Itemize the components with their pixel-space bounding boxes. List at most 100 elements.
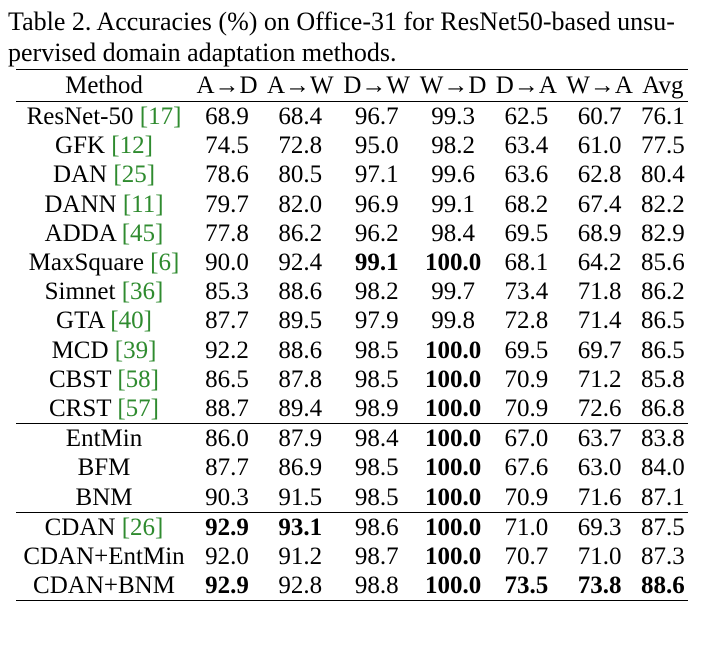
table-row: MCD [39] 92.2 88.6 98.5 100.0 69.5 69.7 86.5 [16, 336, 688, 365]
method-cell: CDAN+BNM [16, 571, 192, 602]
method-cell: CDAN [26] [16, 511, 192, 542]
value-cell: 98.5 [354, 336, 399, 364]
table-row: BNM 90.3 91.5 98.5 100.0 70.9 71.6 87.1 [16, 482, 688, 512]
method-cell: MaxSquare [6] [16, 248, 192, 277]
citation-link[interactable]: [40] [110, 307, 152, 335]
value-cell: 98.6 [338, 511, 415, 542]
value-cell: 98.5 [354, 454, 399, 482]
value-cell: 90.3 [205, 483, 249, 511]
table-row: EntMin 86.0 87.9 98.4 100.0 67.0 63.7 83.8 [16, 423, 688, 454]
value-cell: 100.0 [424, 394, 482, 422]
value-cell: 67.4 [577, 190, 622, 218]
value-cell: 73.8 [561, 571, 638, 602]
citation-link[interactable]: [11] [122, 190, 164, 218]
value-cell: 80.4 [641, 161, 685, 189]
value-cell: 92.8 [262, 571, 339, 602]
table-row: BFM 87.7 86.9 98.5 100.0 67.6 63.0 84.0 [16, 453, 688, 482]
value-cell: 86.8 [641, 394, 685, 422]
value-cell: 86.5 [641, 307, 685, 335]
citation-link[interactable]: [45] [121, 219, 164, 247]
value-cell: 99.1 [431, 190, 475, 218]
value-cell: 90.0 [205, 249, 249, 277]
value-cell: 82.0 [278, 190, 323, 218]
value-cell: 95.0 [354, 132, 399, 160]
value-cell: 98.2 [354, 278, 399, 306]
value-cell: 70.9 [504, 365, 549, 393]
value-cell: 70.9 [504, 483, 549, 511]
value-cell: 85.8 [641, 365, 685, 393]
value-cell: 96.7 [354, 103, 399, 131]
value-cell: 100.0 [424, 365, 482, 393]
value-cell: 98.7 [354, 542, 399, 570]
citation-link[interactable]: [36] [121, 278, 164, 306]
table-row: CRST [57] 88.7 89.4 98.9 100.0 70.9 72.6 86.8 [16, 394, 688, 424]
method-name: MCD [51, 336, 109, 364]
value-cell: 99.8 [431, 307, 475, 335]
header-col: W→D [414, 69, 492, 102]
value-cell: 87.7 [205, 454, 249, 482]
method-name: BFM [77, 454, 131, 482]
value-cell: 97.9 [354, 307, 399, 335]
method-name: DANN [44, 190, 117, 218]
value-cell: 92.0 [205, 542, 249, 570]
caption-line-1: Table 2. Accuracies (%) on Office-31 for… [8, 7, 675, 36]
table-row: GFK [12] 74.5 72.8 95.0 98.2 63.4 61.0 77.5 [16, 131, 688, 160]
value-cell: 61.0 [577, 132, 622, 160]
citation-link[interactable]: [58] [117, 365, 159, 393]
value-cell: 64.2 [577, 249, 622, 277]
value-cell: 98.5 [354, 365, 399, 393]
value-cell: 86.0 [192, 423, 263, 454]
value-cell: 92.9 [192, 571, 263, 602]
value-cell: 68.1 [504, 249, 549, 277]
value-cell: 83.8 [637, 423, 688, 454]
value-cell: 70.7 [504, 542, 549, 570]
table-row: GTA [40] 87.7 89.5 97.9 99.8 72.8 71.4 86.5 [16, 306, 688, 335]
method-cell: DAN [25] [16, 160, 192, 189]
value-cell: 68.2 [504, 190, 549, 218]
table-row: DANN [11] 79.7 82.0 96.9 99.1 68.2 67.4 82.2 [16, 190, 688, 219]
method-name: ResNet-50 [26, 103, 134, 131]
value-cell: 68.9 [577, 219, 622, 247]
citation-link[interactable]: [26] [121, 513, 164, 541]
value-cell: 67.0 [491, 423, 562, 454]
citation-link[interactable]: [39] [114, 336, 157, 364]
citation-link[interactable]: [6] [150, 249, 180, 277]
value-cell: 99.6 [431, 161, 475, 189]
value-cell: 86.2 [641, 278, 685, 306]
value-cell: 63.0 [577, 454, 622, 482]
header-method: Method [16, 69, 192, 102]
value-cell: 99.1 [354, 249, 399, 277]
value-cell: 62.8 [577, 161, 622, 189]
value-cell: 100.0 [414, 571, 492, 602]
citation-link[interactable]: [17] [139, 103, 182, 131]
value-cell: 77.5 [641, 132, 685, 160]
citation-link[interactable]: [12] [111, 132, 153, 160]
value-cell: 93.1 [262, 511, 339, 542]
value-cell: 88.6 [278, 278, 323, 306]
method-cell: BNM [16, 482, 192, 512]
table-row: Simnet [36] 85.3 88.6 98.2 99.7 73.4 71.8 86.2 [16, 277, 688, 306]
header-col: W→A [561, 69, 638, 102]
table-row: CDAN+BNM 92.9 92.8 98.8 100.0 73.5 73.8 88.6 [16, 571, 688, 602]
value-cell: 87.7 [205, 307, 249, 335]
value-cell: 96.2 [354, 219, 399, 247]
header-col: D→A [491, 69, 562, 102]
value-cell: 98.4 [431, 219, 475, 247]
value-cell: 88.6 [278, 336, 323, 364]
value-cell: 91.2 [278, 542, 323, 570]
table-row: CBST [58] 86.5 87.8 98.5 100.0 70.9 71.2 85.8 [16, 365, 688, 394]
value-cell: 88.7 [205, 394, 249, 422]
table-row: DAN [25] 78.6 80.5 97.1 99.6 63.6 62.8 80.4 [16, 160, 688, 189]
citation-link[interactable]: [25] [113, 161, 156, 189]
method-cell: DANN [11] [16, 190, 192, 219]
value-cell: 86.2 [278, 219, 323, 247]
value-cell: 82.9 [641, 219, 685, 247]
value-cell: 78.6 [205, 161, 249, 189]
value-cell: 69.5 [504, 219, 549, 247]
method-name: CBST [49, 365, 112, 393]
citation-link[interactable]: [57] [117, 394, 159, 422]
header-col: Avg [637, 69, 688, 102]
value-cell: 92.2 [205, 336, 249, 364]
value-cell: 71.8 [577, 278, 622, 306]
